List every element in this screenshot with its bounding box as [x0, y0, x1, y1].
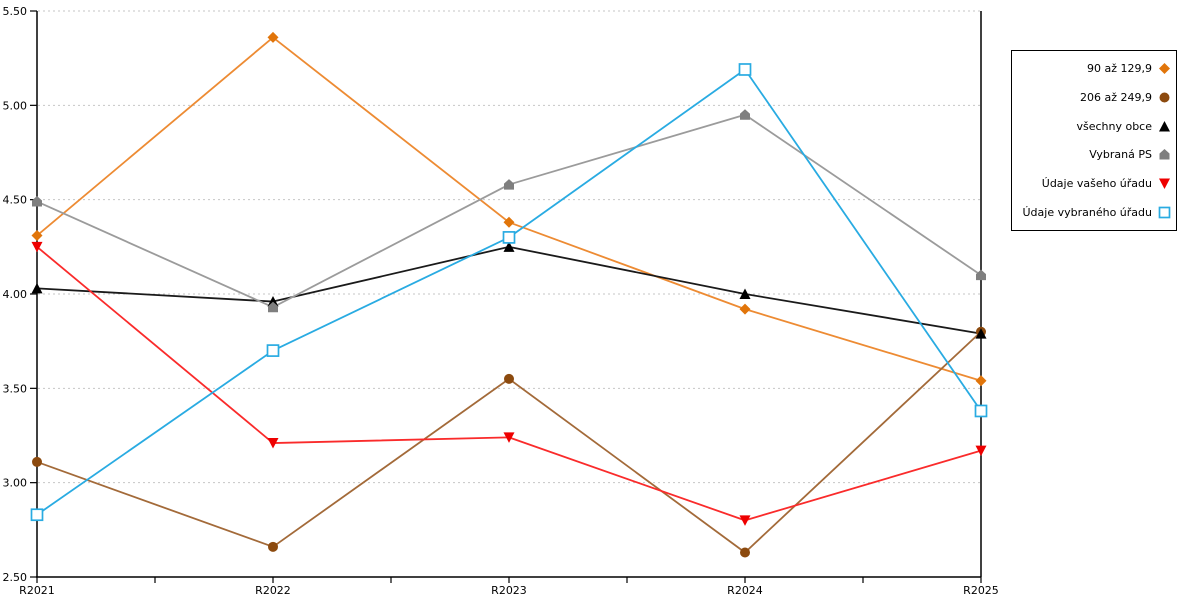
data-point	[504, 179, 514, 190]
y-tick-label: 3.50	[3, 382, 28, 395]
legend-marker-shape	[1159, 178, 1170, 190]
series-line	[36, 113, 982, 309]
x-tick-label: R2022	[255, 584, 291, 597]
data-point	[739, 288, 751, 299]
data-point	[267, 438, 279, 449]
y-tick-label: 3.00	[3, 477, 28, 490]
y-tick-label: 5.00	[3, 99, 28, 112]
legend-label: všechny obce	[1076, 119, 1152, 133]
legend-marker-shape	[1159, 62, 1170, 74]
legend-marker-shape	[1159, 120, 1170, 132]
legend-item: Vybraná PS	[1012, 148, 1176, 161]
legend-label: Údaje vybraného úřadu	[1022, 206, 1153, 220]
legend-marker-shape	[1159, 149, 1170, 160]
legend-label: Údaje vašeho úřadu	[1041, 177, 1152, 191]
data-point	[503, 216, 515, 228]
data-point	[503, 432, 515, 443]
data-point	[975, 445, 987, 457]
legend-item: 90 až 129,9	[1012, 62, 1176, 75]
data-point	[975, 375, 987, 387]
x-tick-label: R2025	[963, 584, 999, 597]
data-point	[740, 109, 750, 120]
data-point	[976, 269, 986, 281]
x-tick-label: R2024	[727, 584, 763, 597]
data-point	[502, 231, 516, 244]
y-tick-label: 2.50	[3, 571, 28, 584]
data-point	[31, 282, 43, 294]
data-point	[30, 508, 44, 522]
data-point	[504, 373, 514, 384]
data-point	[32, 196, 42, 207]
data-point	[31, 241, 43, 253]
series-line	[36, 68, 982, 516]
data-point	[32, 456, 42, 467]
x-tick-label: R2023	[491, 584, 527, 597]
legend-label: 90 až 129,9	[1087, 61, 1152, 75]
legend-marker-square-open-icon	[1158, 206, 1171, 219]
legend-marker-triangle-down-icon	[1159, 178, 1170, 190]
legend-marker-circle-icon	[1159, 92, 1170, 103]
x-tick-label: R2021	[19, 584, 55, 597]
legend-label: 206 až 249,9	[1080, 90, 1152, 104]
data-point	[975, 328, 987, 339]
legend-marker-shape	[1159, 92, 1170, 103]
y-tick-label: 5.50	[3, 5, 28, 18]
data-point	[266, 344, 280, 357]
legend-marker-diamond-icon	[1159, 62, 1170, 74]
legend-marker-shape	[1158, 206, 1171, 219]
data-point	[267, 296, 279, 307]
data-point	[503, 241, 515, 252]
y-tick-label: 4.50	[3, 194, 28, 207]
data-point	[31, 230, 43, 242]
legend-item: Údaje vašeho úřadu	[1012, 177, 1176, 190]
series-line	[36, 245, 982, 335]
legend-label: Vybraná PS	[1089, 148, 1152, 162]
legend-marker-pentagon-icon	[1159, 149, 1170, 160]
data-point	[268, 541, 278, 552]
legend: 90 až 129,9 206 až 249,9 všechny obce Vybra…	[1011, 50, 1177, 231]
data-point	[974, 404, 988, 418]
data-point	[739, 303, 751, 315]
data-point	[740, 547, 750, 558]
data-point	[267, 31, 279, 43]
legend-item: všechny obce	[1012, 120, 1176, 133]
data-point	[739, 515, 751, 526]
legend-item: 206 až 249,9	[1012, 91, 1176, 104]
legend-item: Údaje vybraného úřadu	[1012, 206, 1176, 219]
series-line	[36, 36, 982, 382]
data-point	[268, 301, 278, 313]
data-point	[738, 63, 752, 76]
y-tick-label: 4.00	[3, 288, 28, 301]
legend-marker-triangle-up-icon	[1159, 120, 1170, 132]
